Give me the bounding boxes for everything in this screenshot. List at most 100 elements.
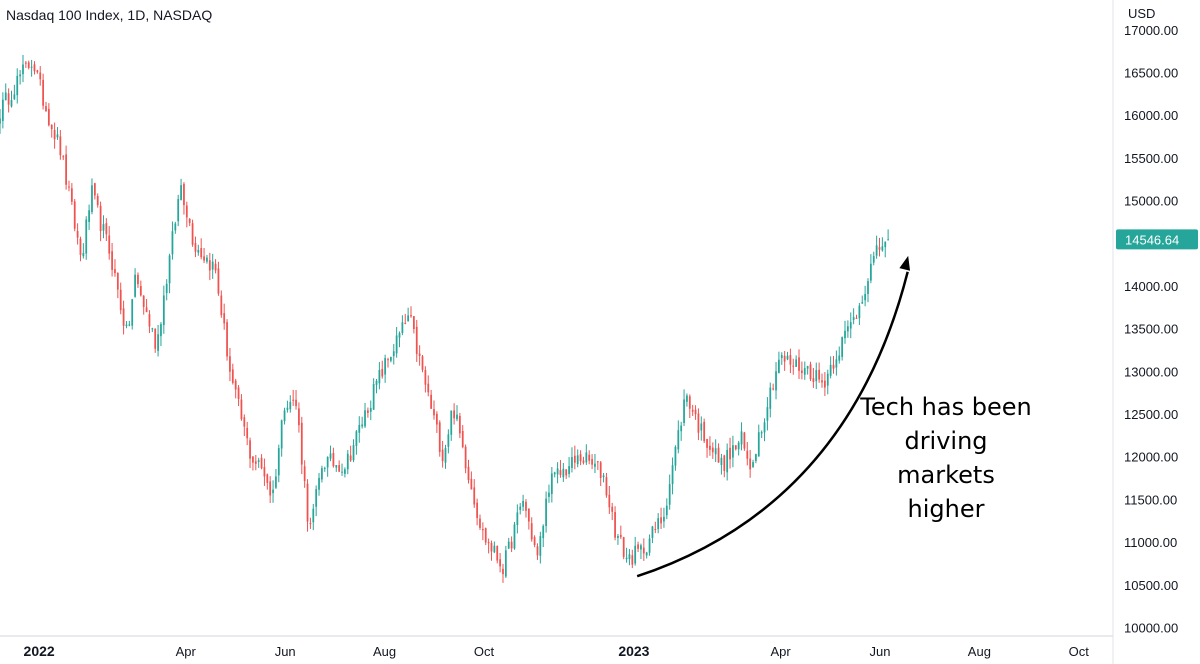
candle bbox=[372, 378, 375, 411]
candle bbox=[243, 414, 246, 437]
candle bbox=[878, 237, 881, 257]
candle bbox=[855, 314, 858, 319]
candle bbox=[220, 290, 223, 318]
candle bbox=[473, 479, 476, 508]
candle bbox=[450, 410, 453, 441]
candle bbox=[160, 322, 162, 347]
candle bbox=[548, 484, 550, 503]
candle bbox=[295, 390, 297, 410]
candle bbox=[844, 320, 846, 344]
candle bbox=[378, 361, 381, 390]
last-price-badge: 14546.64 bbox=[1116, 229, 1198, 250]
candle bbox=[775, 362, 777, 400]
candle bbox=[591, 454, 593, 470]
candle bbox=[826, 369, 829, 395]
candle bbox=[30, 59, 33, 77]
y-tick-label: 15500.00 bbox=[1124, 151, 1178, 166]
candle bbox=[122, 300, 125, 335]
candle bbox=[479, 514, 481, 530]
candle bbox=[637, 541, 639, 553]
candle bbox=[42, 73, 45, 110]
candle bbox=[424, 366, 427, 393]
candle bbox=[33, 61, 36, 75]
candle bbox=[507, 537, 510, 550]
candle bbox=[525, 499, 527, 518]
candle bbox=[246, 421, 249, 446]
candle bbox=[306, 479, 309, 532]
candle bbox=[151, 327, 154, 333]
candle bbox=[487, 538, 490, 554]
x-tick-label: Oct bbox=[474, 644, 495, 659]
candle bbox=[266, 473, 269, 490]
candle bbox=[783, 350, 786, 371]
candle bbox=[185, 201, 188, 228]
candle bbox=[700, 416, 703, 441]
candle bbox=[398, 331, 401, 348]
candle bbox=[237, 385, 240, 407]
candle bbox=[631, 549, 634, 569]
candle bbox=[464, 444, 467, 474]
candle bbox=[404, 313, 407, 325]
candle bbox=[137, 272, 139, 288]
candle bbox=[231, 363, 234, 385]
candle bbox=[588, 450, 591, 465]
candle bbox=[657, 513, 660, 534]
candle bbox=[852, 308, 855, 325]
candle bbox=[65, 145, 67, 190]
candle bbox=[691, 404, 694, 416]
candle bbox=[280, 419, 283, 457]
candle bbox=[536, 543, 539, 560]
candle bbox=[766, 397, 769, 431]
candle bbox=[513, 521, 516, 550]
candle bbox=[461, 425, 464, 449]
candle bbox=[381, 360, 384, 379]
candle bbox=[522, 494, 524, 511]
candle bbox=[553, 471, 556, 478]
candle bbox=[835, 350, 838, 376]
candle bbox=[125, 321, 128, 329]
candle bbox=[223, 303, 226, 330]
candle bbox=[599, 461, 602, 486]
candle bbox=[200, 238, 203, 260]
y-tick-label: 16000.00 bbox=[1124, 108, 1178, 123]
candle bbox=[412, 316, 415, 334]
candle bbox=[723, 454, 726, 478]
candle bbox=[858, 302, 861, 325]
candle bbox=[292, 389, 295, 406]
candle bbox=[410, 306, 412, 318]
candle bbox=[447, 429, 450, 454]
candle bbox=[341, 463, 343, 476]
candle bbox=[191, 219, 194, 247]
candle bbox=[10, 90, 13, 108]
candle bbox=[562, 463, 565, 482]
annotation-line-2: driving markets bbox=[897, 427, 995, 489]
candle bbox=[395, 327, 398, 358]
candle bbox=[711, 442, 714, 459]
candle bbox=[338, 460, 341, 473]
candle bbox=[174, 221, 177, 234]
candle bbox=[674, 445, 677, 471]
candle bbox=[119, 282, 122, 315]
candle bbox=[128, 320, 131, 327]
y-tick-label: 12500.00 bbox=[1124, 407, 1178, 422]
candle bbox=[734, 445, 737, 451]
candle bbox=[367, 407, 369, 418]
x-tick-label: Aug bbox=[373, 644, 396, 659]
candle bbox=[611, 502, 614, 521]
candle bbox=[568, 457, 570, 478]
candle bbox=[798, 349, 800, 379]
candle bbox=[786, 351, 789, 361]
candle bbox=[197, 244, 200, 256]
candle bbox=[467, 459, 470, 484]
candle bbox=[323, 466, 326, 472]
candle bbox=[680, 421, 683, 441]
candle bbox=[806, 365, 809, 375]
candle bbox=[168, 253, 171, 294]
candle bbox=[188, 217, 191, 227]
candle bbox=[116, 272, 119, 299]
candle bbox=[530, 517, 533, 542]
y-axis-currency-label: USD bbox=[1128, 6, 1156, 21]
candle bbox=[312, 503, 315, 531]
candle bbox=[737, 440, 740, 456]
